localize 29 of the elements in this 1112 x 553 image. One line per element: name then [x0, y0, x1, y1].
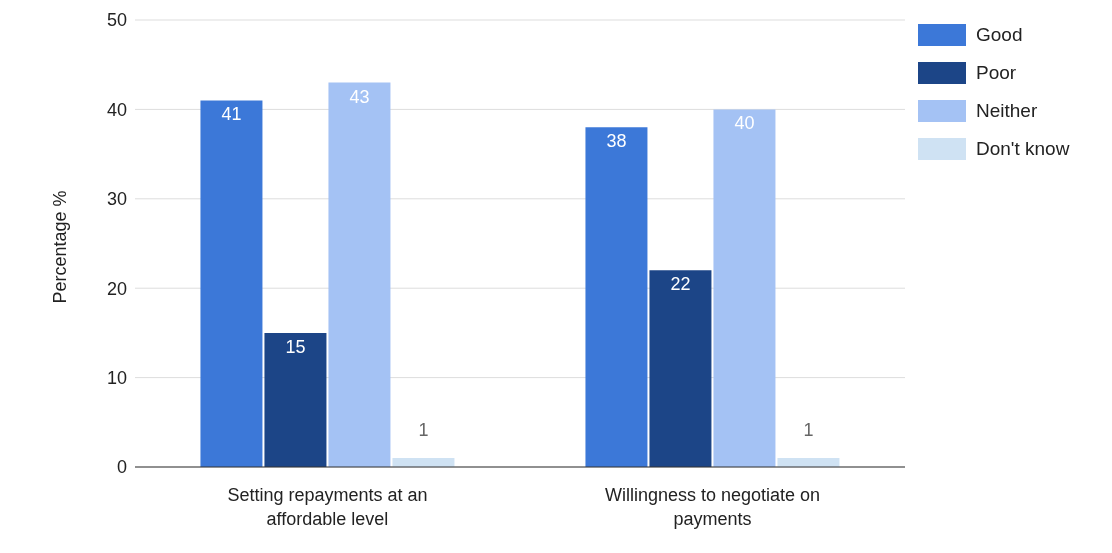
bar [713, 109, 776, 467]
data-label: 40 [734, 113, 755, 134]
bar [328, 82, 391, 467]
y-tick-label: 50 [106, 10, 127, 31]
legend-label: Good [976, 24, 1023, 46]
y-tick-label: 20 [106, 278, 127, 299]
y-tick-label: 30 [106, 189, 127, 210]
y-tick-label: 0 [116, 457, 127, 478]
x-tick-label: Setting repayments at an affordable level [227, 485, 428, 529]
y-axis-title: Percentage % [50, 190, 71, 304]
bar [200, 100, 263, 467]
y-tick-label: 40 [106, 99, 127, 120]
data-label: 38 [606, 131, 627, 152]
data-label: 1 [418, 420, 429, 441]
data-label: 41 [221, 104, 242, 125]
y-tick-label: 10 [106, 367, 127, 388]
data-label: 22 [670, 274, 691, 295]
bar [264, 332, 327, 467]
legend-label: Poor [976, 62, 1017, 84]
data-label: 43 [349, 86, 370, 107]
bar [585, 127, 648, 467]
data-label: 15 [285, 336, 306, 357]
bar [649, 270, 712, 467]
legend-label: Don't know [976, 138, 1070, 160]
data-label: 1 [803, 420, 814, 441]
x-tick-label: Willingness to negotiate on payments [604, 485, 821, 529]
bar [392, 458, 455, 467]
legend-label: Neither [976, 100, 1038, 122]
bar [777, 458, 840, 467]
